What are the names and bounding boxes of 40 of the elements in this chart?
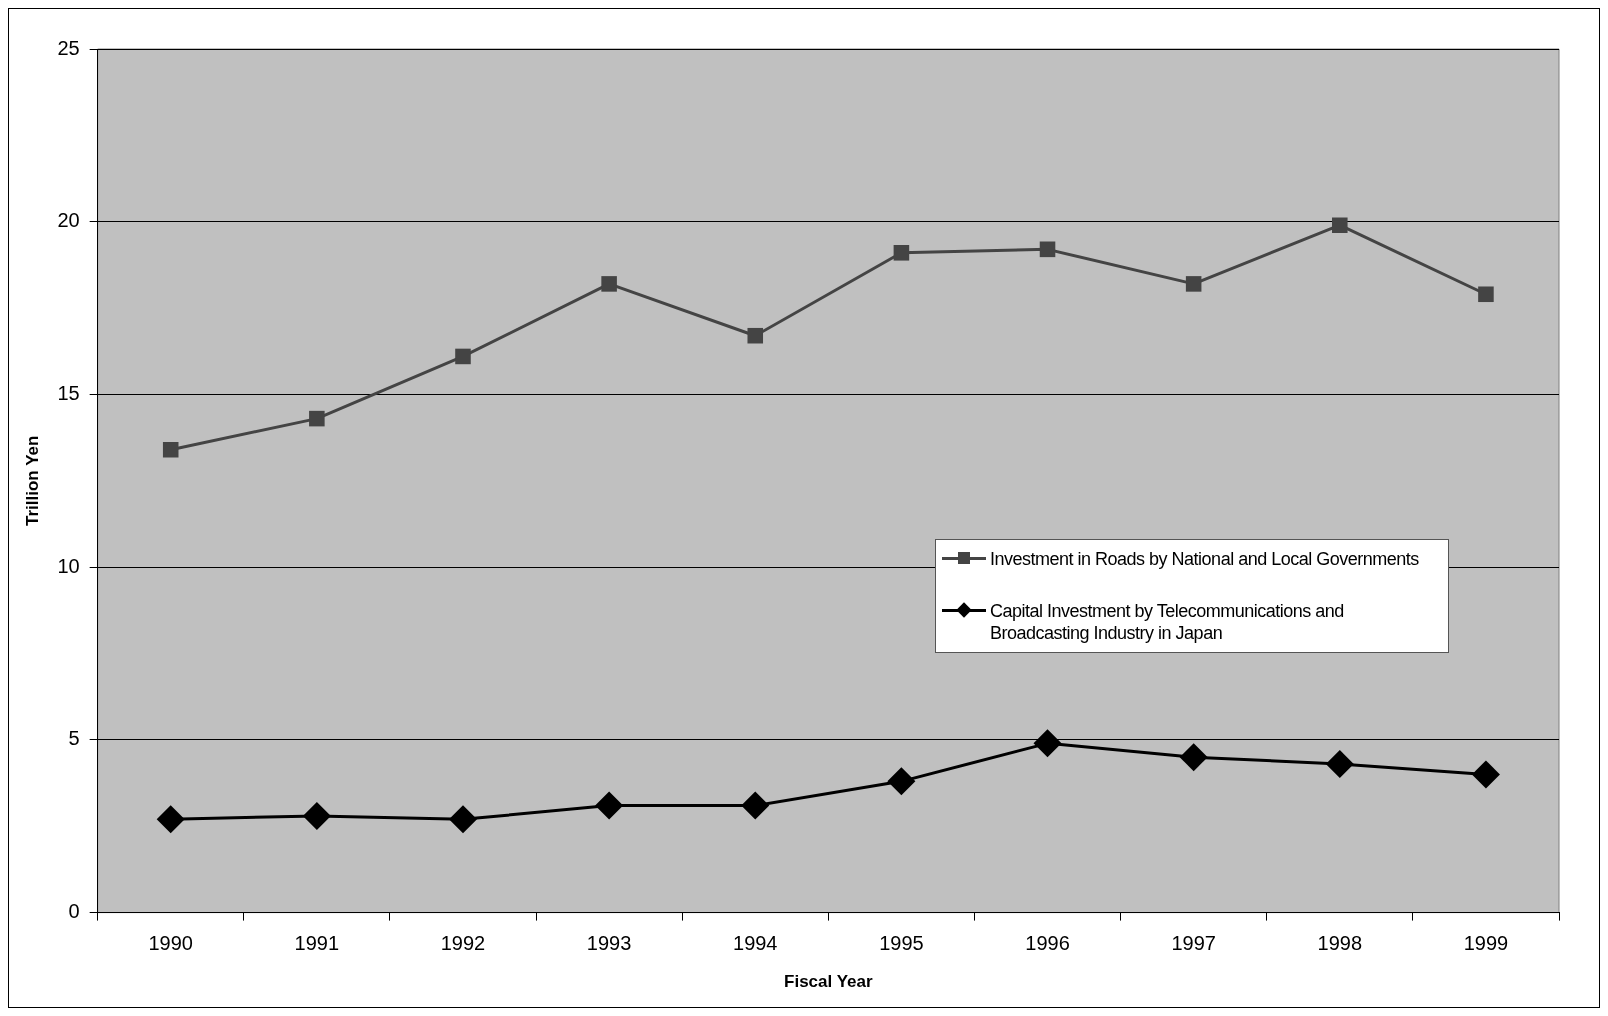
point <box>1332 217 1348 233</box>
y-tick-label: 5 <box>68 727 80 750</box>
x-tick-label: 1998 <box>1317 932 1363 955</box>
x-tick-label: 1993 <box>586 932 632 955</box>
x-tick-label: 1994 <box>733 932 778 955</box>
point <box>156 805 185 834</box>
x-tick-label: 1996 <box>1025 932 1070 955</box>
x-tick-label: 1999 <box>1463 932 1509 955</box>
x-tick-label: 1991 <box>294 932 340 955</box>
y-tick-label: 20 <box>57 209 80 232</box>
x-tick-label: 1992 <box>440 932 486 955</box>
x-axis-title: Fiscal Year <box>784 972 873 992</box>
point <box>448 805 477 834</box>
point <box>1478 286 1494 303</box>
point <box>309 410 325 427</box>
point <box>595 791 624 820</box>
point <box>1039 241 1056 258</box>
point <box>1179 743 1208 772</box>
x-tick-label: 1995 <box>879 932 924 955</box>
legend-label: Capital Investment by Telecommunications and Broadcasting Industry in Japan <box>990 600 1345 644</box>
legend-label: Investment in Roads by National and Local Governments <box>990 548 1419 570</box>
point <box>747 327 764 344</box>
x-tick-label: 1997 <box>1171 932 1216 955</box>
point <box>1325 750 1354 779</box>
point <box>1471 760 1500 789</box>
point <box>162 441 179 458</box>
y-tick-label: 0 <box>68 900 80 923</box>
point <box>893 245 910 261</box>
point <box>1033 729 1062 758</box>
point <box>741 791 770 820</box>
point <box>455 348 471 365</box>
point <box>601 276 617 292</box>
y-tick-label: 25 <box>57 36 80 59</box>
y-tick-label: 15 <box>57 381 80 404</box>
y-axis-title: Trillion Yen <box>22 435 42 526</box>
point <box>302 801 331 830</box>
point <box>887 767 916 796</box>
y-tick-label: 10 <box>57 554 80 577</box>
point <box>1185 276 1202 292</box>
x-tick-label: 1990 <box>148 932 193 955</box>
